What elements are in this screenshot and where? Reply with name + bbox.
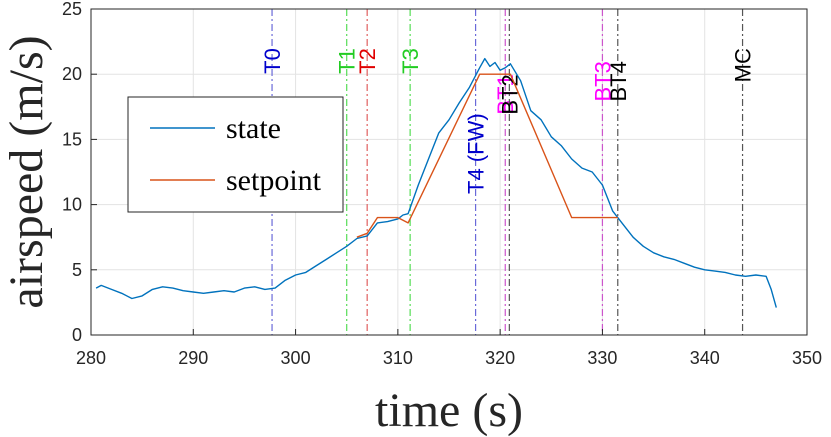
event-label: BT1	[493, 74, 518, 114]
event-label: T0	[260, 48, 285, 74]
event-label: BT3	[590, 61, 615, 101]
series-line-setpoint	[356, 73, 618, 238]
event-label: BT4	[606, 61, 631, 101]
legend: state setpoint	[127, 96, 344, 213]
tick-labels: 280 290 300 310 320 330 340 350 0 5 10 15 20 25	[62, 0, 822, 368]
event-label: MC	[731, 48, 756, 82]
x-tick-label: 330	[587, 348, 617, 368]
y-tick-label: 5	[72, 260, 82, 280]
event-label: T2	[355, 48, 380, 74]
y-tick-label: 10	[62, 195, 82, 215]
x-tick-label: 340	[690, 348, 720, 368]
legend-label-setpoint: setpoint	[226, 164, 322, 197]
legend-label-state: state	[226, 112, 281, 145]
legend-box	[127, 96, 344, 213]
plot-area-frame	[90, 8, 808, 336]
x-tick-label: 280	[76, 348, 106, 368]
series-lines	[95, 57, 777, 308]
event-label: T1	[335, 48, 360, 74]
x-tick-label: 300	[281, 348, 311, 368]
x-tick-label: 320	[485, 348, 515, 368]
x-tick-label: 310	[383, 348, 413, 368]
y-tick-label: 15	[62, 129, 82, 149]
series-line-state	[95, 57, 777, 308]
x-tick-label: 290	[178, 348, 208, 368]
event-label: T4 (FW)	[464, 113, 489, 194]
x-tick-label: 350	[792, 348, 822, 368]
y-tick-label: 20	[62, 64, 82, 84]
event-label: BT2	[497, 74, 522, 114]
y-tick-label: 25	[62, 0, 82, 19]
x-axis-label: time (s)	[375, 384, 523, 437]
y-axis-label: airspeed (m/s)	[0, 35, 53, 308]
y-tick-label: 0	[72, 325, 82, 345]
event-label: T3	[398, 48, 423, 74]
